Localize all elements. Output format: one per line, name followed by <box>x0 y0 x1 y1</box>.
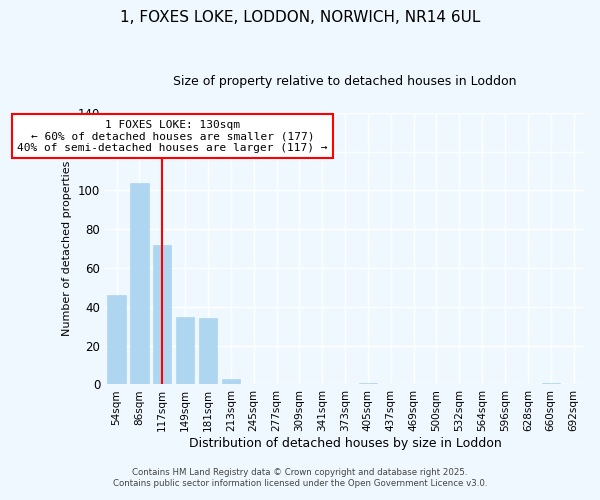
Bar <box>176 316 194 384</box>
Bar <box>359 382 377 384</box>
Text: 1, FOXES LOKE, LODDON, NORWICH, NR14 6UL: 1, FOXES LOKE, LODDON, NORWICH, NR14 6UL <box>120 10 480 25</box>
Bar <box>130 182 149 384</box>
Title: Size of property relative to detached houses in Loddon: Size of property relative to detached ho… <box>173 75 517 88</box>
Y-axis label: Number of detached properties: Number of detached properties <box>62 161 73 336</box>
Bar <box>153 244 172 384</box>
Text: Contains HM Land Registry data © Crown copyright and database right 2025.
Contai: Contains HM Land Registry data © Crown c… <box>113 468 487 487</box>
Bar <box>221 378 240 384</box>
Text: 1 FOXES LOKE: 130sqm
← 60% of detached houses are smaller (177)
40% of semi-deta: 1 FOXES LOKE: 130sqm ← 60% of detached h… <box>17 120 328 153</box>
X-axis label: Distribution of detached houses by size in Loddon: Distribution of detached houses by size … <box>188 437 502 450</box>
Bar <box>542 382 560 384</box>
Bar <box>199 318 217 384</box>
Bar <box>107 295 126 384</box>
